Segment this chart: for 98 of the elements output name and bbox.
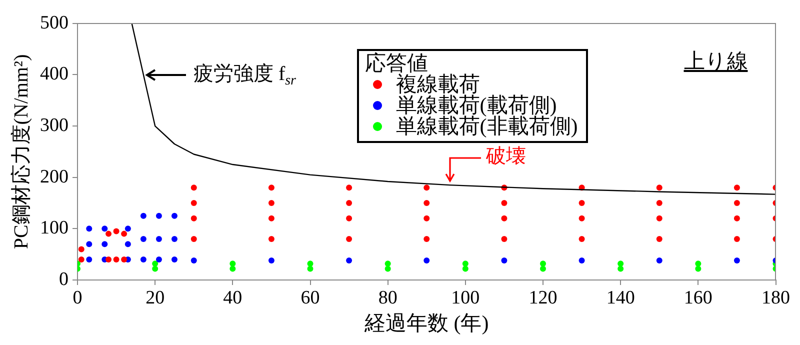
point [102, 241, 108, 248]
point [171, 236, 178, 242]
point [156, 212, 162, 219]
point [121, 230, 128, 237]
point [102, 226, 108, 232]
point [171, 256, 178, 262]
point [501, 236, 508, 242]
y-tick-label: 300 [40, 115, 68, 136]
point [540, 266, 546, 272]
x-tick-label: 180 [762, 287, 790, 308]
point [230, 266, 236, 272]
point [171, 212, 178, 219]
point [140, 256, 146, 262]
point [190, 184, 197, 191]
x-tick-label: 60 [300, 287, 320, 308]
point [501, 258, 508, 264]
point [734, 200, 740, 206]
point [121, 256, 128, 262]
point [540, 260, 546, 267]
x-tick-label: 100 [451, 287, 480, 308]
point [384, 266, 391, 272]
point [106, 256, 112, 262]
point [268, 236, 274, 242]
point [268, 184, 274, 191]
point [462, 266, 468, 272]
point [424, 258, 430, 264]
point [384, 260, 391, 267]
point [86, 226, 92, 232]
point [140, 236, 146, 242]
point [346, 258, 352, 264]
point [656, 200, 662, 206]
point [190, 215, 197, 222]
point [268, 200, 274, 206]
point [268, 258, 274, 264]
point [424, 236, 430, 242]
point [124, 226, 131, 232]
point [190, 200, 197, 206]
x-tick-label: 20 [146, 287, 165, 308]
point [501, 200, 508, 206]
annotation: 上り線 [684, 48, 748, 76]
x-tick-label: 160 [684, 287, 712, 308]
point [307, 260, 314, 267]
y-tick-label: 0 [59, 268, 68, 290]
point [230, 260, 236, 267]
y-tick-label: 200 [40, 166, 68, 188]
point [86, 256, 92, 262]
point [695, 260, 702, 267]
x-tick-label: 40 [223, 287, 242, 308]
point [190, 258, 197, 264]
point [307, 266, 314, 272]
x-tick-label: 120 [528, 287, 558, 308]
point [734, 236, 740, 242]
point [346, 184, 352, 191]
point [152, 260, 158, 267]
x-tick-label: 0 [72, 287, 82, 308]
point [78, 246, 84, 252]
y-axis-title: PC鋼材応力度(N/mm²) [9, 54, 32, 250]
point [424, 215, 430, 222]
point [346, 215, 352, 222]
point [156, 256, 162, 262]
point [268, 215, 274, 222]
point [578, 236, 585, 242]
point [695, 266, 702, 272]
point [734, 184, 740, 191]
x-tick-label: 140 [606, 287, 635, 308]
point [424, 200, 430, 206]
point [78, 256, 84, 262]
point [656, 236, 662, 242]
x-tick-label: 80 [378, 287, 398, 308]
y-tick-label: 500 [40, 12, 68, 34]
point [462, 260, 468, 267]
point [152, 266, 158, 272]
point [106, 230, 112, 237]
point [656, 215, 662, 222]
point [578, 215, 585, 222]
point [124, 241, 131, 248]
y-tick-label: 100 [40, 218, 68, 239]
point [734, 215, 740, 222]
x-axis-title: 経過年数 (年) [364, 310, 489, 335]
point [86, 241, 92, 248]
point [618, 266, 624, 272]
point [656, 184, 662, 191]
point [656, 258, 662, 264]
point [618, 260, 624, 267]
point [190, 236, 197, 242]
point [113, 228, 120, 234]
point [734, 258, 740, 264]
point [578, 200, 585, 206]
point [424, 184, 430, 191]
y-tick-label: 400 [40, 64, 68, 85]
point [346, 200, 352, 206]
point [113, 256, 120, 262]
point [156, 236, 162, 242]
point [501, 215, 508, 222]
annotation: 破壊 [484, 145, 526, 168]
point [578, 258, 585, 264]
point [140, 212, 146, 219]
point [346, 236, 352, 242]
